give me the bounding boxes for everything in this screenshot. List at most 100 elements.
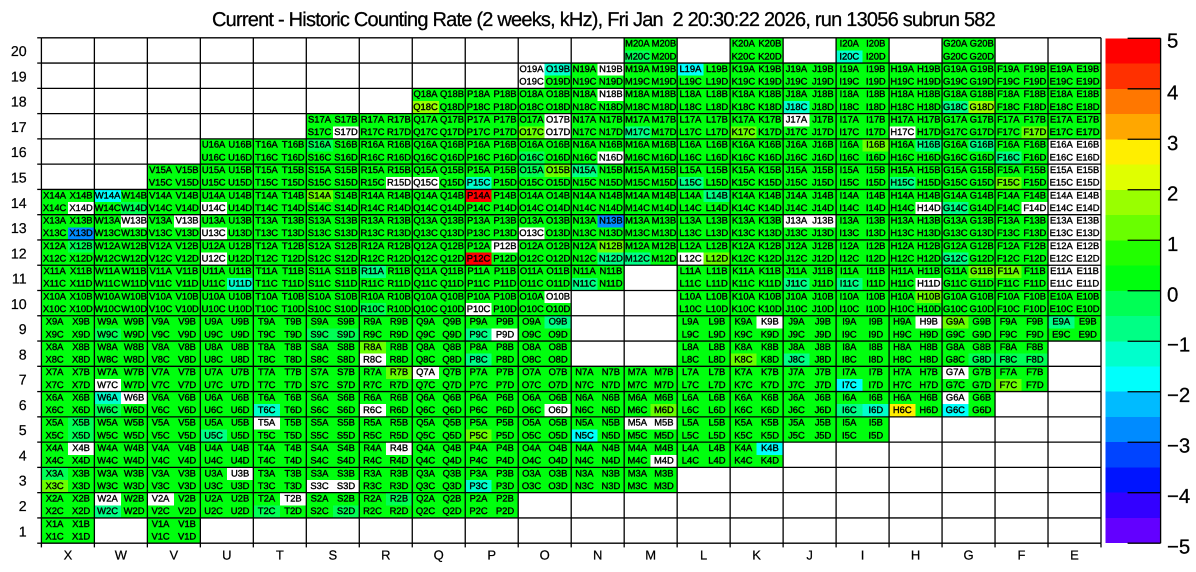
- svg-text:E17C: E17C: [1050, 126, 1074, 137]
- svg-text:H18A: H18A: [891, 88, 915, 99]
- svg-text:T3C: T3C: [258, 480, 276, 491]
- svg-text:I16D: I16D: [866, 151, 886, 162]
- svg-text:G13C: G13C: [943, 227, 968, 238]
- svg-text:Q9B: Q9B: [443, 316, 462, 327]
- svg-text:F8B: F8B: [1026, 341, 1043, 352]
- svg-text:O16B: O16B: [546, 139, 570, 150]
- svg-text:S5A: S5A: [311, 417, 329, 428]
- svg-text:T15D: T15D: [282, 177, 305, 188]
- svg-text:L13D: L13D: [706, 227, 729, 238]
- svg-text:H12A: H12A: [891, 240, 915, 251]
- svg-text:E18C: E18C: [1050, 101, 1074, 112]
- svg-text:T12D: T12D: [282, 253, 305, 264]
- svg-text:P11A: P11A: [467, 265, 490, 276]
- svg-text:S16C: S16C: [308, 151, 332, 162]
- svg-text:R16C: R16C: [361, 151, 385, 162]
- svg-text:X9B: X9B: [72, 316, 90, 327]
- svg-text:N17D: N17D: [599, 126, 623, 137]
- svg-text:X14B: X14B: [70, 189, 93, 200]
- svg-text:F11C: F11C: [997, 278, 1019, 289]
- svg-text:I15A: I15A: [840, 164, 860, 175]
- svg-text:X3D: X3D: [72, 480, 90, 491]
- svg-text:O19A: O19A: [520, 63, 545, 74]
- svg-text:P9A: P9A: [470, 316, 488, 327]
- svg-text:L16D: L16D: [706, 151, 729, 162]
- svg-text:M7A: M7A: [628, 366, 648, 377]
- svg-text:M6D: M6D: [654, 404, 674, 415]
- svg-text:I16A: I16A: [840, 139, 860, 150]
- svg-text:G16D: G16D: [970, 151, 995, 162]
- svg-text:T9D: T9D: [284, 328, 302, 339]
- svg-text:M20C: M20C: [625, 50, 650, 61]
- svg-text:S3A: S3A: [311, 467, 329, 478]
- svg-text:I18D: I18D: [866, 101, 886, 112]
- svg-text:K12C: K12C: [732, 253, 756, 264]
- svg-text:O16C: O16C: [519, 151, 544, 162]
- svg-text:I11B: I11B: [867, 265, 886, 276]
- svg-text:G19D: G19D: [970, 76, 995, 87]
- svg-text:M16C: M16C: [625, 151, 650, 162]
- svg-text:I6C: I6C: [842, 404, 857, 415]
- svg-text:K17D: K17D: [758, 126, 782, 137]
- svg-text:P9D: P9D: [496, 328, 514, 339]
- svg-text:I8D: I8D: [869, 354, 884, 365]
- svg-text:P7D: P7D: [496, 379, 514, 390]
- svg-text:K8A: K8A: [735, 341, 753, 352]
- svg-text:O10B: O10B: [546, 290, 570, 301]
- svg-text:W4B: W4B: [124, 442, 144, 453]
- svg-text:J19B: J19B: [812, 63, 833, 74]
- svg-text:G9C: G9C: [946, 328, 966, 339]
- svg-text:J12D: J12D: [812, 253, 834, 264]
- svg-text:F16B: F16B: [1024, 139, 1046, 150]
- svg-text:G17C: G17C: [943, 126, 968, 137]
- svg-text:M13A: M13A: [625, 215, 650, 226]
- svg-text:J6C: J6C: [788, 404, 805, 415]
- svg-text:V2B: V2B: [178, 493, 196, 504]
- svg-text:R16D: R16D: [387, 151, 411, 162]
- svg-text:K17B: K17B: [758, 114, 781, 125]
- svg-text:Q2D: Q2D: [442, 505, 462, 516]
- svg-text:J: J: [806, 548, 813, 563]
- svg-text:T9A: T9A: [258, 316, 276, 327]
- svg-text:H14A: H14A: [891, 189, 915, 200]
- svg-text:T13D: T13D: [282, 227, 305, 238]
- svg-text:P6D: P6D: [496, 404, 514, 415]
- svg-text:S10D: S10D: [334, 303, 358, 314]
- svg-text:F15C: F15C: [997, 177, 1020, 188]
- svg-text:T11D: T11D: [282, 278, 304, 289]
- svg-text:J12A: J12A: [786, 240, 808, 251]
- svg-text:K16C: K16C: [732, 151, 756, 162]
- svg-text:K12A: K12A: [732, 240, 756, 251]
- svg-text:H14D: H14D: [917, 202, 941, 213]
- svg-text:W5A: W5A: [97, 417, 118, 428]
- svg-text:X6D: X6D: [72, 404, 90, 415]
- svg-text:U9A: U9A: [204, 316, 223, 327]
- svg-text:I17D: I17D: [866, 126, 886, 137]
- svg-text:T6B: T6B: [284, 391, 301, 402]
- svg-text:L8C: L8C: [682, 354, 699, 365]
- svg-text:X5A: X5A: [46, 417, 64, 428]
- svg-text:18: 18: [11, 95, 27, 111]
- svg-text:N12C: N12C: [572, 253, 596, 264]
- svg-text:Q13D: Q13D: [440, 227, 465, 238]
- svg-text:X8D: X8D: [72, 354, 90, 365]
- svg-text:2: 2: [19, 499, 27, 515]
- svg-text:G11B: G11B: [970, 265, 993, 276]
- svg-text:L7D: L7D: [708, 379, 725, 390]
- svg-text:P17D: P17D: [493, 126, 517, 137]
- svg-text:I18A: I18A: [840, 88, 860, 99]
- svg-text:R: R: [381, 548, 390, 563]
- svg-text:K14D: K14D: [758, 202, 782, 213]
- svg-text:M5D: M5D: [654, 429, 674, 440]
- svg-text:S17A: S17A: [308, 114, 332, 125]
- svg-text:G20B: G20B: [970, 38, 994, 49]
- svg-text:Q15D: Q15D: [440, 177, 465, 188]
- svg-text:X11B: X11B: [70, 265, 92, 276]
- svg-text:R2B: R2B: [390, 493, 408, 504]
- svg-text:P18D: P18D: [493, 101, 517, 112]
- svg-text:G16B: G16B: [970, 139, 994, 150]
- svg-text:T4C: T4C: [258, 455, 276, 466]
- svg-text:J7A: J7A: [788, 366, 805, 377]
- svg-text:W10B: W10B: [121, 290, 147, 301]
- svg-text:R12C: R12C: [361, 253, 385, 264]
